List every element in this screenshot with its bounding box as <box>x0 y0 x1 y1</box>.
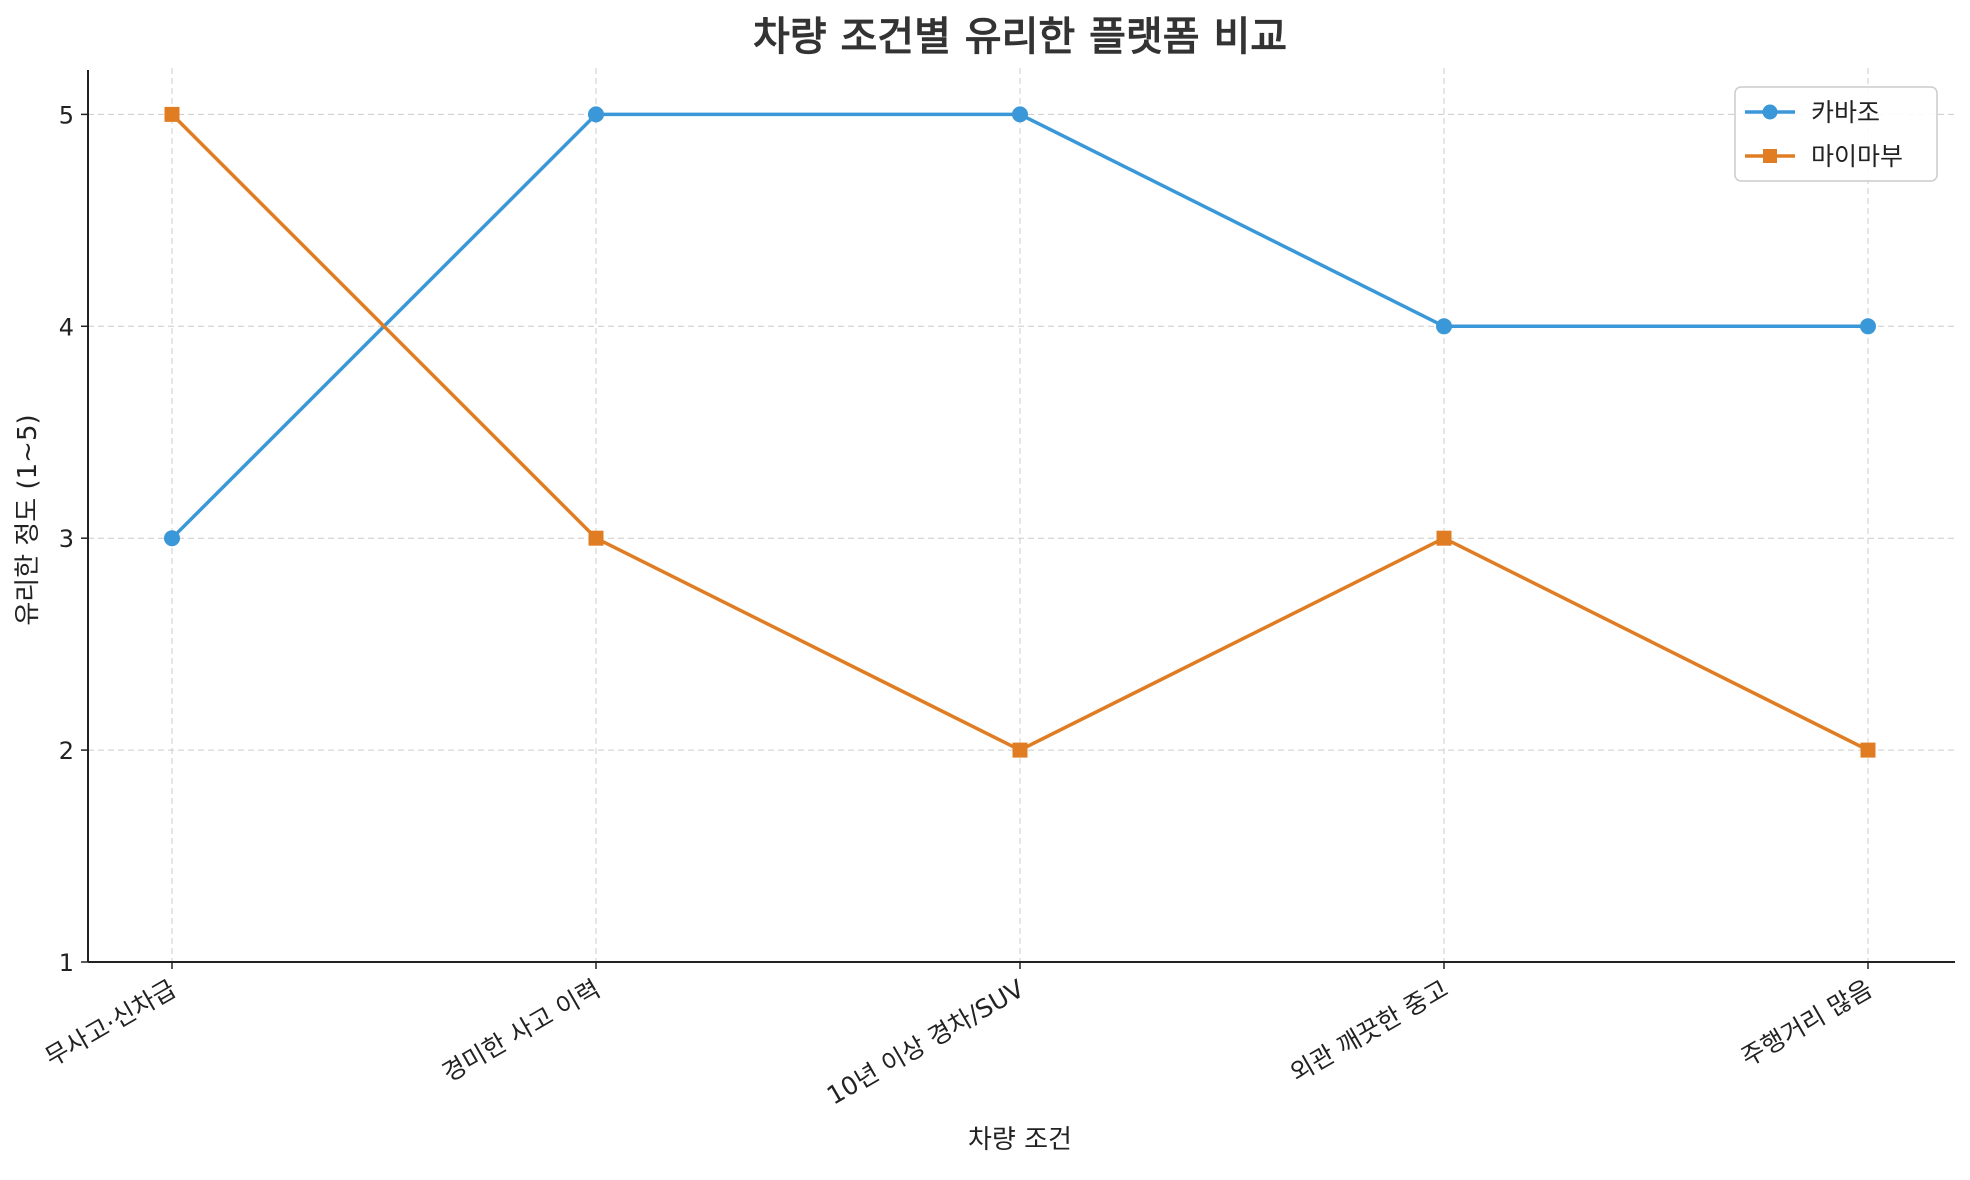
axes <box>87 70 1955 963</box>
data-point-marker <box>1860 742 1876 758</box>
y-tick-label: 2 <box>59 737 74 765</box>
data-point-marker <box>1012 742 1028 758</box>
data-point-marker <box>1860 318 1876 335</box>
x-tick-label: 무사고·신차급 <box>40 974 181 1072</box>
data-point-marker <box>588 106 604 123</box>
grid <box>88 68 1955 962</box>
x-tick-label: 주행거리 많음 <box>1736 974 1877 1072</box>
y-ticks: 1 2 3 4 5 <box>59 101 88 977</box>
y-tick-label: 4 <box>59 313 74 341</box>
x-ticks: 무사고·신차급 경미한 사고 이력 10년 이상 경차/SUV 외관 깨끗한 중고 주행… <box>40 962 1877 1110</box>
x-tick-label: 경미한 사고 이력 <box>437 974 605 1088</box>
x-tick-label: 외관 깨끗한 중고 <box>1285 974 1453 1088</box>
x-axis-label: 차량 조건 <box>968 1125 1072 1155</box>
data-point-marker <box>588 530 604 546</box>
y-axis-label: 유리한 정도 (1~5) <box>13 414 43 625</box>
data-point-marker <box>1436 530 1452 546</box>
data-point-marker <box>164 530 180 547</box>
legend-label: 마이마부 <box>1811 142 1903 171</box>
data-point-marker <box>1436 318 1452 335</box>
data-point-marker <box>1012 106 1028 123</box>
y-tick-label: 3 <box>59 525 74 553</box>
data-point-marker <box>164 106 180 122</box>
y-tick-label: 1 <box>59 949 74 977</box>
legend-label: 카바조 <box>1811 98 1880 127</box>
legend-swatch-marker <box>1762 104 1778 120</box>
y-tick-label: 5 <box>59 101 74 129</box>
chart-title: 차량 조건별 유리한 플랫폼 비교 <box>753 14 1287 60</box>
series-group <box>164 106 1876 758</box>
legend-swatch-marker <box>1763 149 1777 163</box>
x-tick-label: 10년 이상 경차/SUV <box>822 974 1029 1110</box>
